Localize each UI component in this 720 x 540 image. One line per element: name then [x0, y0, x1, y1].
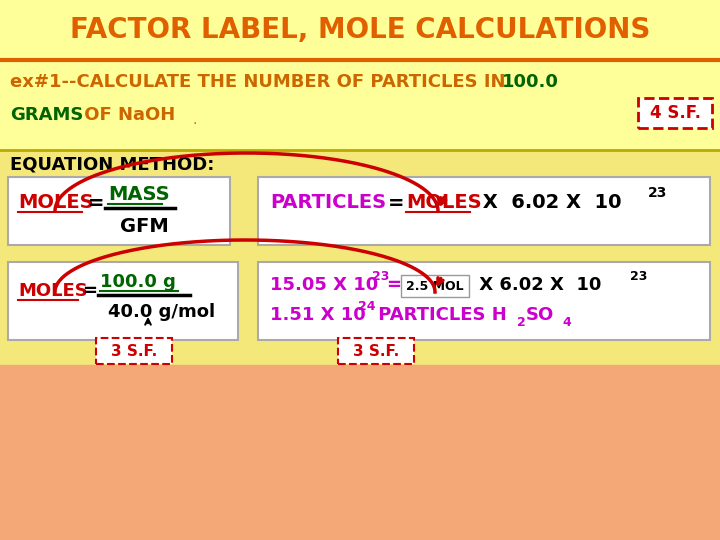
Text: PARTICLES: PARTICLES [270, 193, 386, 213]
Text: MOLES: MOLES [18, 193, 94, 213]
Text: 100.0: 100.0 [502, 73, 559, 91]
Bar [0, 0, 720, 60]
Text: 15.05 X 10: 15.05 X 10 [270, 276, 378, 294]
Text: FACTOR LABEL, MOLE CALCULATIONS: FACTOR LABEL, MOLE CALCULATIONS [70, 16, 650, 44]
FancyBboxPatch shape [258, 177, 710, 245]
Text: GRAMS: GRAMS [10, 106, 84, 124]
Text: 2.5 MOL: 2.5 MOL [406, 280, 464, 293]
Text: =: = [386, 276, 401, 294]
Text: 3 S.F.: 3 S.F. [111, 343, 157, 359]
Text: MOLES: MOLES [18, 282, 88, 300]
Text: 23: 23 [372, 269, 390, 282]
Text: 23: 23 [630, 269, 647, 282]
FancyBboxPatch shape [401, 275, 469, 297]
Bar [0, 365, 720, 540]
Text: X 6.02 X  10: X 6.02 X 10 [473, 276, 601, 294]
FancyBboxPatch shape [96, 338, 172, 364]
Text: EQUATION METHOD:: EQUATION METHOD: [10, 156, 215, 174]
FancyBboxPatch shape [8, 262, 238, 340]
Text: 2: 2 [517, 315, 526, 328]
Text: GFM: GFM [120, 217, 168, 235]
Text: 23: 23 [648, 186, 667, 200]
Text: 40.0 g/mol: 40.0 g/mol [108, 303, 215, 321]
Text: =: = [88, 193, 104, 213]
Text: OF NaOH: OF NaOH [78, 106, 175, 124]
Text: ex#1--CALCULATE THE NUMBER OF PARTICLES IN: ex#1--CALCULATE THE NUMBER OF PARTICLES … [10, 73, 512, 91]
Text: MOLES: MOLES [406, 193, 482, 213]
Text: 100.0 g: 100.0 g [100, 273, 176, 291]
Text: 3 S.F.: 3 S.F. [353, 343, 399, 359]
Text: =: = [388, 193, 405, 213]
Text: X  6.02 X  10: X 6.02 X 10 [476, 193, 621, 213]
Text: SO: SO [526, 306, 554, 324]
FancyBboxPatch shape [638, 98, 712, 128]
Text: PARTICLES H: PARTICLES H [372, 306, 507, 324]
Text: MASS: MASS [108, 186, 170, 205]
Text: =: = [82, 282, 97, 300]
FancyBboxPatch shape [258, 262, 710, 340]
Bar [0, 150, 720, 365]
Text: 4: 4 [562, 315, 571, 328]
Text: 24: 24 [358, 300, 376, 313]
Text: 4 S.F.: 4 S.F. [649, 104, 701, 122]
Text: .: . [192, 113, 197, 127]
FancyBboxPatch shape [8, 177, 230, 245]
FancyBboxPatch shape [338, 338, 414, 364]
Text: 1.51 X 10: 1.51 X 10 [270, 306, 366, 324]
Bar [0, 60, 720, 150]
